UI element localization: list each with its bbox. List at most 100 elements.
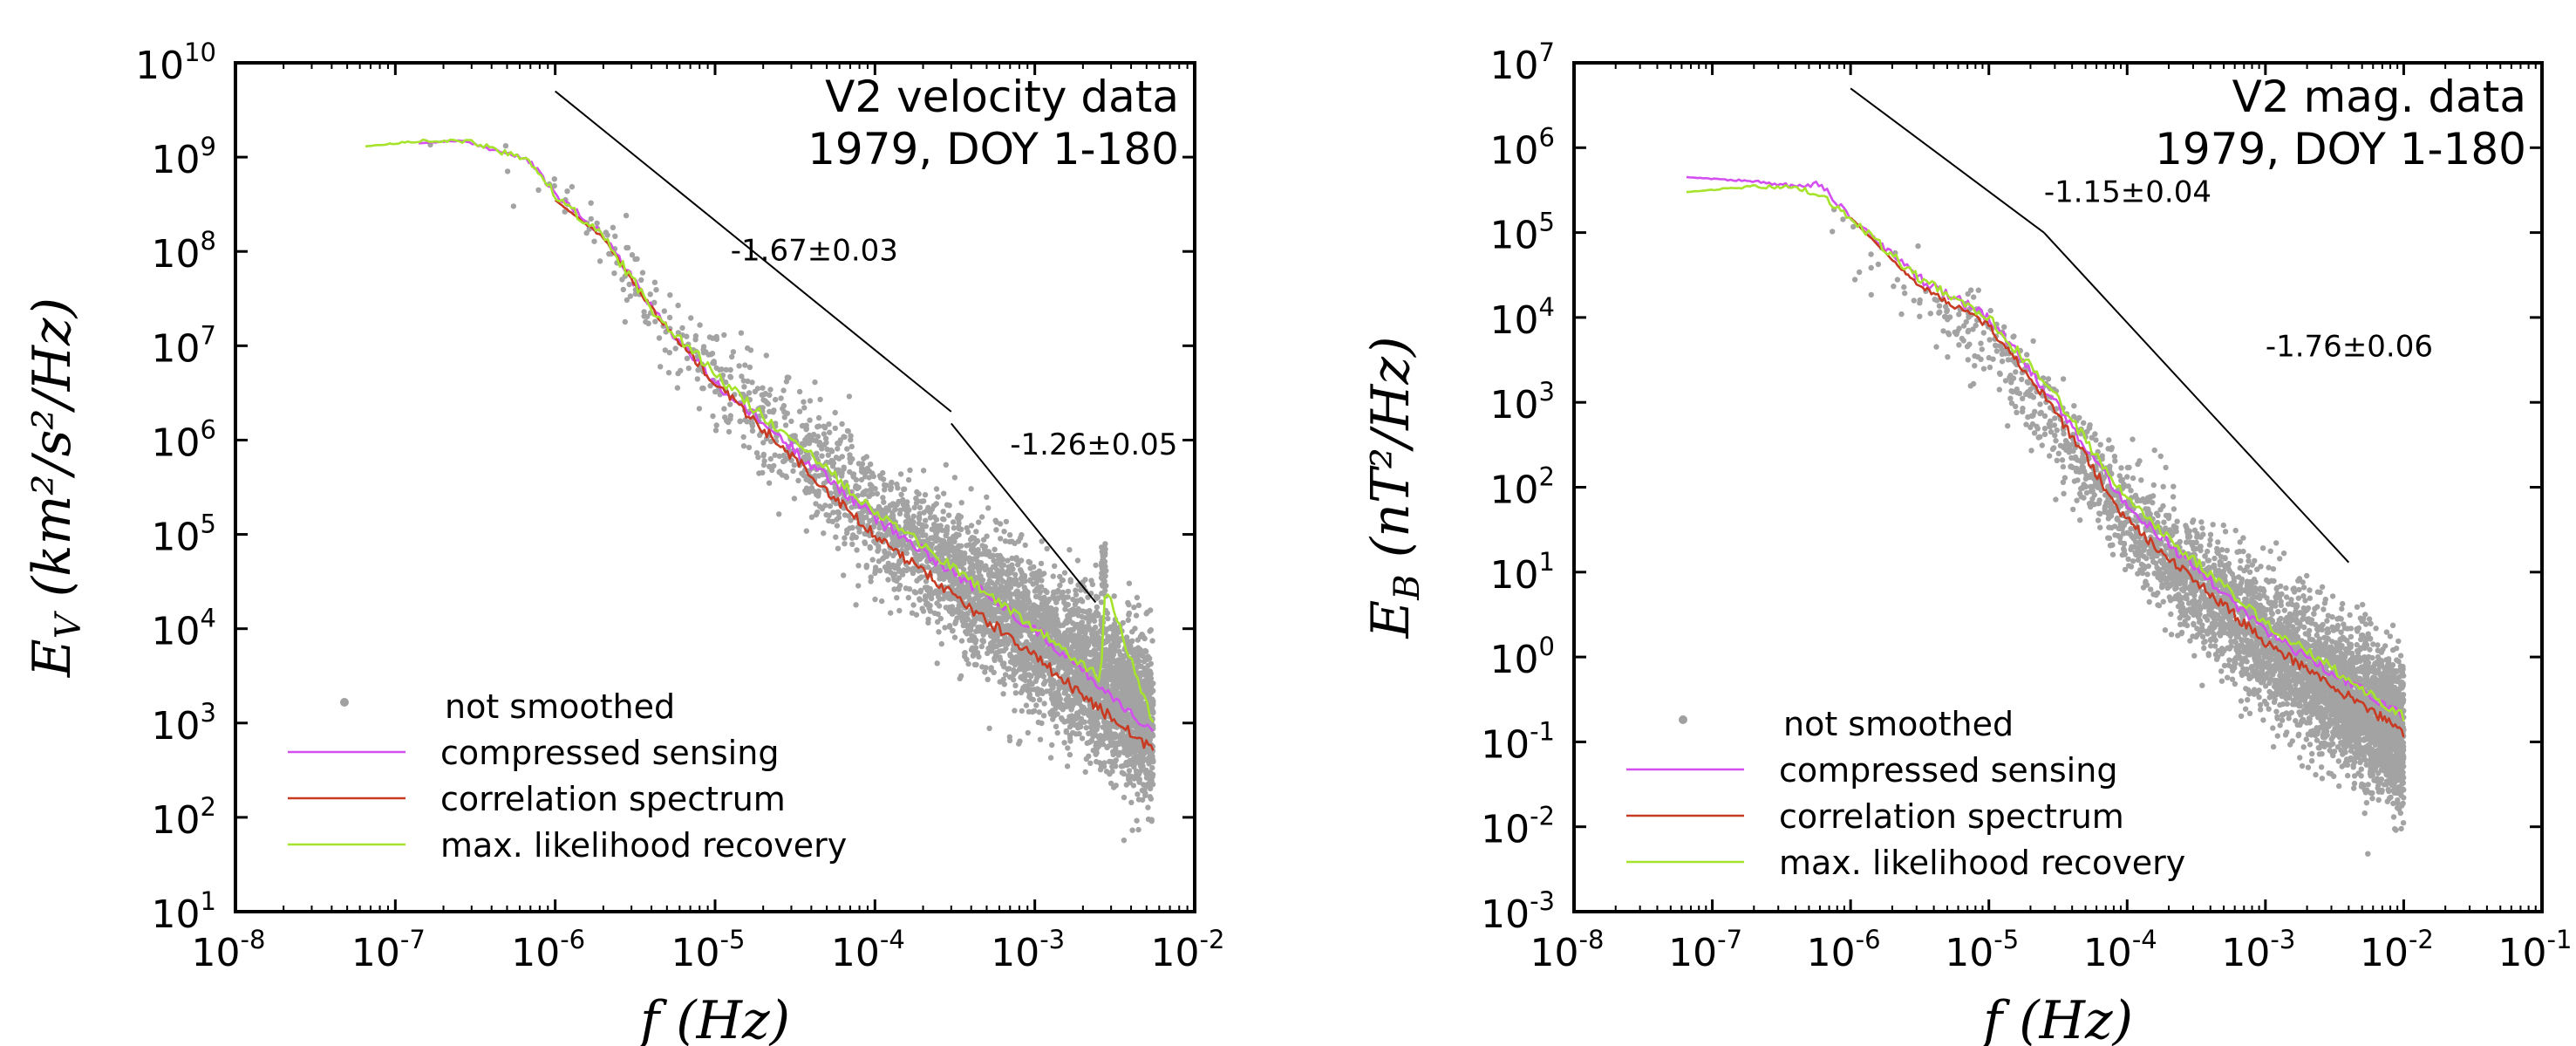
scatter-point <box>1005 637 1012 643</box>
scatter-point <box>956 520 962 527</box>
scatter-point <box>1122 739 1129 745</box>
scatter-point <box>1081 708 1087 714</box>
scatter-point <box>863 563 869 569</box>
scatter-point <box>1044 545 1050 552</box>
scatter-point <box>661 308 667 314</box>
scatter-point <box>799 423 806 429</box>
scatter-point <box>721 332 727 338</box>
scatter-point <box>1102 573 1108 579</box>
scatter-point <box>1026 613 1033 619</box>
scatter-point <box>956 525 962 531</box>
scatter-point <box>1148 626 1155 633</box>
scatter-point <box>905 594 912 601</box>
scatter-point <box>901 486 908 492</box>
scatter-point <box>850 471 857 477</box>
scatter-point <box>675 330 681 336</box>
scatter-point <box>931 610 938 617</box>
scatter-point <box>821 423 827 429</box>
scatter-point <box>703 349 709 355</box>
scatter-point <box>981 597 988 604</box>
scatter-point <box>844 530 850 537</box>
scatter-point <box>946 606 952 612</box>
scatter-point <box>950 582 956 589</box>
scatter-point <box>900 539 907 545</box>
scatter-point <box>1083 725 1089 731</box>
scatter-point <box>1109 769 1115 775</box>
scatter-point <box>978 643 985 650</box>
scatter-point <box>1149 753 1155 760</box>
scatter-point <box>1020 598 1026 605</box>
scatter-point <box>927 608 934 614</box>
scatter-point <box>957 675 963 682</box>
scatter-point <box>1050 698 1056 704</box>
scatter-point <box>1069 729 1076 736</box>
scatter-point <box>982 669 988 675</box>
scatter-point <box>647 291 653 297</box>
scatter-point <box>1094 721 1101 727</box>
scatter-point <box>1062 619 1068 626</box>
scatter-point <box>991 557 997 564</box>
scatter-point <box>627 293 634 299</box>
scatter-point <box>926 590 933 596</box>
scatter-point <box>1077 719 1084 726</box>
scatter-point <box>1007 653 1013 659</box>
scatter-point <box>1096 738 1103 745</box>
scatter-point <box>1084 658 1090 665</box>
scatter-point <box>940 574 946 580</box>
scatter-point <box>1140 632 1146 639</box>
scatter-point <box>796 388 803 395</box>
scatter-point <box>900 496 906 503</box>
scatter-point <box>806 489 812 496</box>
scatter-point <box>867 517 873 524</box>
scatter-point <box>819 453 825 459</box>
scatter-point <box>848 443 855 450</box>
scatter-point <box>943 532 949 538</box>
scatter-point <box>872 596 878 603</box>
scatter-point <box>823 440 829 446</box>
scatter-point <box>1087 760 1094 766</box>
scatter-point <box>924 537 931 544</box>
scatter-point <box>1066 669 1073 676</box>
scatter-point <box>833 534 839 540</box>
scatter-point <box>1086 753 1092 759</box>
scatter-point <box>2361 810 2368 817</box>
scatter-point <box>1079 703 1085 710</box>
scatter-point <box>620 286 626 293</box>
scatter-point <box>1125 698 1131 704</box>
scatter-point <box>1006 734 1013 740</box>
scatter-point <box>992 657 998 664</box>
scatter-point <box>978 514 985 520</box>
scatter-point <box>985 549 992 555</box>
scatter-point <box>781 409 787 415</box>
scatter-point <box>773 396 779 403</box>
scatter-point <box>786 374 792 380</box>
scatter-point <box>610 224 617 230</box>
scatter-point <box>1137 744 1143 750</box>
scatter-point <box>944 502 951 508</box>
scatter-point <box>872 570 878 577</box>
scatter-point <box>1127 714 1133 721</box>
scatter-point <box>1039 578 1045 584</box>
scatter-point <box>788 418 794 425</box>
scatter-point <box>665 370 672 376</box>
scatter-point <box>1032 605 1039 611</box>
scatter-point <box>1119 769 1126 776</box>
scatter-point <box>917 575 923 582</box>
scatter-point <box>1898 311 1905 318</box>
scatter-point <box>2138 477 2144 483</box>
scatter-point <box>1130 783 1137 789</box>
scatter-point <box>1087 682 1094 688</box>
scatter-point <box>896 575 903 581</box>
scatter-point <box>868 578 874 585</box>
scatter-point <box>1061 740 1067 746</box>
scatter-point <box>807 398 814 404</box>
scatter-point <box>624 244 630 251</box>
scatter-point <box>859 514 865 520</box>
scatter-point <box>760 451 767 458</box>
scatter-point <box>1009 660 1015 666</box>
scatter-point <box>1067 716 1073 723</box>
scatter-point <box>1109 675 1115 681</box>
scatter-point <box>1143 667 1149 673</box>
scatter-point <box>842 512 848 518</box>
scatter-point <box>1094 749 1100 756</box>
